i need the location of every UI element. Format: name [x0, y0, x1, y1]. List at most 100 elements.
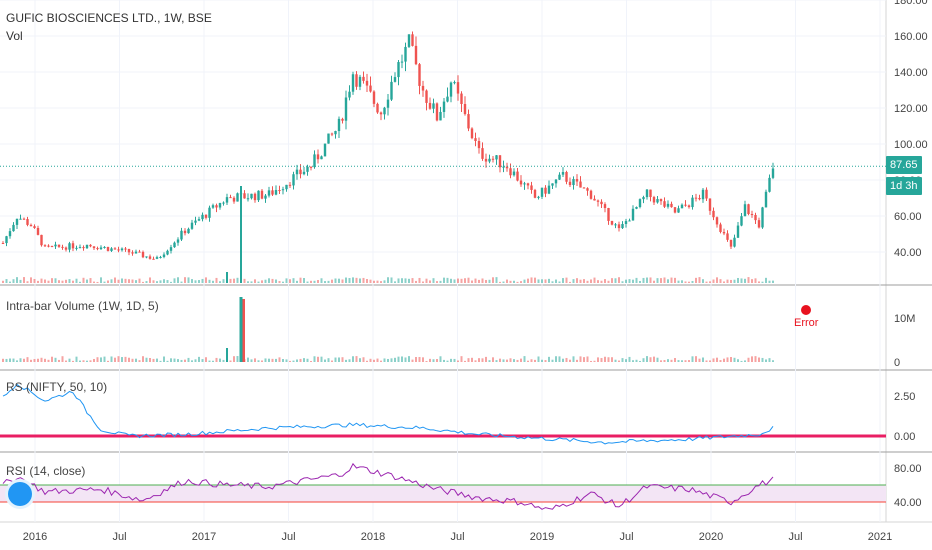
candle-body: [362, 76, 365, 81]
intrabar-volume-bar: [495, 360, 498, 362]
candle-body: [617, 224, 621, 229]
volume-bar: [614, 278, 617, 283]
volume-bar: [492, 277, 494, 283]
volume-bar: [201, 278, 204, 283]
candle-body: [302, 171, 306, 175]
volume-bar: [299, 277, 302, 283]
volume-bar: [236, 277, 239, 283]
candle-body: [386, 99, 390, 108]
candle-body: [278, 190, 281, 192]
candle-body: [197, 219, 201, 221]
intrabar-volume-bar: [128, 357, 130, 362]
candle-body: [407, 34, 411, 47]
intrabar-pane-title[interactable]: Intra-bar Volume (1W, 1D, 5): [6, 299, 159, 313]
intrabar-volume-bar: [691, 356, 694, 362]
volume-bar: [562, 278, 564, 283]
candle-body: [425, 90, 428, 103]
volume-bar: [425, 278, 428, 283]
intrabar-volume-bar: [751, 356, 753, 362]
intrabar-volume-bar: [565, 357, 568, 362]
volume-bar: [747, 277, 750, 283]
candle-body: [215, 205, 218, 208]
intrabar-volume-bar: [215, 357, 218, 362]
intrabar-volume-bar: [541, 359, 543, 362]
error-indicator[interactable]: [801, 305, 811, 315]
candle-body: [701, 189, 705, 200]
volume-bar: [250, 281, 253, 283]
volume-bar: [117, 279, 120, 283]
candle-body: [421, 85, 425, 91]
intrabar-spike-bar: [242, 299, 245, 362]
intrabar-volume-bar: [390, 358, 393, 362]
candle-body: [757, 220, 761, 228]
candle-body: [544, 187, 547, 194]
intrabar-volume-bar: [89, 360, 92, 362]
intrabar-volume-bar: [394, 357, 396, 362]
intrabar-volume-bar: [264, 358, 267, 362]
intrabar-volume-bar: [289, 360, 291, 362]
volume-bar: [607, 280, 610, 283]
candle-body: [208, 207, 211, 218]
volume-bar: [142, 281, 144, 283]
candle-body: [29, 224, 33, 227]
intrabar-volume-bar: [408, 356, 410, 362]
intrabar-volume-bar: [740, 360, 743, 362]
volume-bar: [408, 278, 410, 283]
candle-body: [495, 155, 498, 160]
volume-bar: [523, 279, 526, 283]
volume-bar: [677, 280, 680, 283]
candle-body: [432, 103, 435, 109]
volume-bar: [264, 279, 267, 283]
intrabar-volume-bar: [401, 356, 403, 362]
price-tick-label: 40.00: [894, 247, 922, 259]
intrabar-volume-bar: [618, 360, 620, 362]
candle-body: [551, 183, 554, 186]
candle-body: [152, 258, 155, 260]
intrabar-volume-bar: [439, 356, 442, 362]
candle-body: [589, 190, 593, 199]
volume-bar: [226, 272, 228, 283]
candle-body: [232, 197, 236, 202]
volume-bar: [23, 277, 25, 283]
intrabar-volume-bar: [355, 356, 358, 362]
candle-body: [768, 177, 771, 192]
intrabar-volume-bar: [387, 358, 389, 362]
volume-bar: [135, 280, 137, 283]
volume-bar: [590, 279, 592, 283]
intrabar-volume-bar: [436, 359, 438, 362]
intrabar-volume-bar: [478, 358, 480, 362]
candle-body: [442, 101, 446, 112]
candle-body: [558, 174, 561, 180]
volume-bar: [163, 279, 165, 283]
volume-bar: [282, 281, 284, 283]
candle-body: [519, 180, 523, 185]
candle-body: [138, 251, 141, 253]
intrabar-volume-bar: [597, 357, 599, 362]
intrabar-volume-bar: [47, 359, 50, 362]
volume-bar: [730, 279, 732, 283]
time-tick-label: 2019: [530, 531, 554, 543]
rsi-pane-title[interactable]: RSI (14, close): [6, 464, 86, 478]
candle-body: [593, 198, 596, 201]
candle-body: [684, 204, 687, 206]
intrabar-volume-bar: [646, 356, 648, 362]
rs-pane-title[interactable]: RS (NIFTY, 50, 10): [6, 380, 108, 394]
volume-bar: [681, 280, 683, 283]
volume-bar: [460, 278, 463, 283]
volume-bar: [110, 279, 113, 283]
rsi-band: [0, 485, 886, 502]
candle-body: [253, 193, 257, 201]
candle-body: [638, 199, 642, 207]
candle-body: [78, 247, 82, 249]
volume-bar: [674, 277, 676, 283]
tradingview-logo-icon[interactable]: [8, 482, 32, 506]
intrabar-volume-bar: [411, 359, 414, 362]
candle-body: [715, 217, 719, 225]
intrabar-volume-bar: [632, 360, 634, 362]
candle-body: [222, 202, 225, 204]
intrabar-volume-bar: [44, 358, 46, 362]
volume-bar: [152, 280, 155, 283]
candle-body: [733, 237, 736, 247]
candle-body: [64, 247, 68, 250]
